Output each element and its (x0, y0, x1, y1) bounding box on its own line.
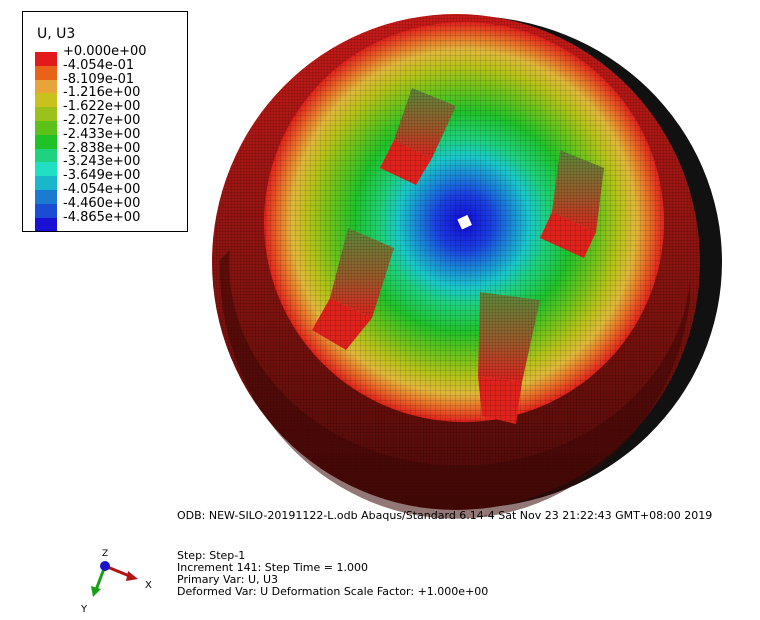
legend-swatch (35, 79, 57, 94)
deformed-var-line: Deformed Var: U Deformation Scale Factor… (177, 585, 489, 598)
legend-value: -2.838e+00 (63, 140, 141, 156)
legend-value: -1.622e+00 (63, 99, 141, 115)
y-axis-label: Y (80, 604, 88, 615)
legend-value: -4.460e+00 (63, 195, 141, 211)
support-column-4 (478, 292, 540, 424)
legend-value: -4.054e+00 (63, 181, 141, 197)
legend-value: -3.649e+00 (63, 168, 141, 184)
legend-value: -4.865e+00 (63, 209, 141, 225)
step-line: Step: Step-1 (177, 549, 246, 562)
z-axis-label: Z (102, 549, 108, 559)
legend-swatch (35, 148, 57, 163)
support-column-2 (540, 150, 604, 258)
legend-value: -3.243e+00 (63, 154, 141, 170)
legend-swatch (35, 65, 57, 80)
legend-swatch (35, 120, 57, 135)
legend-value: -8.109e-01 (63, 71, 135, 87)
legend-swatch (35, 162, 57, 177)
legend-title: U, U3 (37, 26, 76, 42)
legend-swatch (35, 189, 57, 204)
legend-value: +0.000e+00 (63, 44, 147, 59)
legend-labels: +0.000e+00 -4.054e-01 -8.109e-01 -1.216e+00… (63, 45, 147, 224)
legend-value: -2.433e+00 (63, 126, 141, 142)
z-axis-indicator (100, 561, 110, 571)
legend-value: -4.054e-01 (63, 57, 135, 73)
legend-swatch (35, 134, 57, 149)
support-column-1 (380, 88, 456, 185)
odb-info-line: ODB: NEW-SILO-20191122-L.odb Abaqus/Stan… (177, 509, 713, 522)
x-axis-arrowhead (126, 571, 138, 581)
legend-value: -2.027e+00 (63, 112, 141, 128)
legend-swatch (35, 217, 57, 232)
center-opening (457, 214, 472, 230)
legend-value: -1.216e+00 (63, 85, 141, 101)
step-info-block: Step: Step-1 Increment 141: Step Time = … (177, 550, 488, 598)
contour-legend: U, U3 +0.000e+00 -4.054e-01 -8.109e-01 -1.2… (22, 11, 188, 232)
legend-swatch (35, 93, 57, 108)
legend-swatch (35, 176, 57, 190)
support-column-3 (312, 228, 394, 350)
primary-var-line: Primary Var: U, U3 (177, 573, 279, 586)
x-axis-label: X (145, 580, 152, 591)
legend-swatch (35, 52, 57, 66)
increment-line: Increment 141: Step Time = 1.000 (177, 561, 368, 574)
y-axis-arrowhead (91, 586, 101, 597)
axis-triad: Z X Y (80, 549, 152, 615)
legend-swatch (35, 203, 57, 218)
legend-swatch (35, 107, 57, 121)
legend-color-bar (35, 52, 57, 232)
silo-wall-lower (219, 250, 690, 519)
